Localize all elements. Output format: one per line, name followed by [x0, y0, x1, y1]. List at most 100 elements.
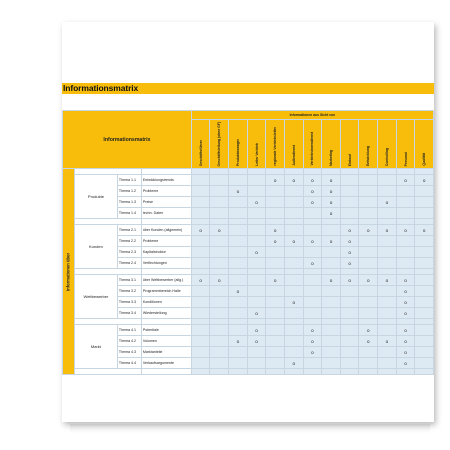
matrix-cell	[228, 346, 248, 358]
matrix-cell	[395, 257, 416, 269]
topic-id: Thema 3.1	[116, 274, 142, 286]
topic-name: Marktanteile	[140, 346, 192, 358]
matrix-cell	[321, 246, 341, 258]
matrix-cell	[358, 174, 379, 186]
matrix-mark: o	[302, 174, 323, 186]
topic-id: Thema 1.1	[116, 174, 142, 186]
matrix-cell	[358, 285, 379, 297]
table-row: Thema 1.3 Preise o o o o	[63, 196, 434, 208]
matrix-cell	[414, 246, 434, 258]
column-header: Marketing	[321, 119, 341, 169]
matrix-cell	[321, 324, 341, 336]
matrix-cell	[209, 324, 230, 336]
topic-id: Thema 1.3	[116, 196, 142, 208]
matrix-cell	[414, 207, 434, 219]
matrix-cell	[265, 324, 285, 336]
matrix-cell	[209, 346, 230, 358]
matrix-mark: o	[377, 274, 397, 286]
matrix-cell	[377, 307, 397, 319]
matrix-cell	[395, 185, 416, 197]
matrix-mark: o	[395, 357, 416, 369]
matrix-cell	[190, 174, 211, 186]
matrix-cell	[321, 335, 341, 347]
matrix-cell	[246, 174, 267, 186]
topic-id: Thema 3.4	[116, 307, 142, 319]
matrix-cell	[377, 235, 397, 247]
matrix-cell	[228, 235, 248, 247]
matrix-mark: o	[339, 274, 360, 286]
matrix-cell	[414, 307, 434, 319]
matrix-mark: o	[283, 174, 304, 186]
matrix-mark: o	[395, 285, 416, 297]
matrix-cell	[265, 368, 285, 375]
matrix-cell	[265, 196, 285, 208]
matrix-cell	[302, 296, 323, 308]
information-matrix-table: Informationsmatrix Informationen aus Sich…	[62, 110, 434, 375]
matrix-cell	[321, 307, 341, 319]
matrix-cell	[190, 285, 211, 297]
matrix-cell	[339, 207, 360, 219]
column-header: Außendienst	[283, 119, 304, 169]
matrix-mark: o	[246, 324, 267, 336]
topic-name: Volumen	[140, 335, 192, 347]
matrix-mark: o	[228, 285, 248, 297]
matrix-cell	[190, 235, 211, 247]
matrix-mark: o	[414, 224, 434, 236]
column-header-label: Geschäftsleitung (ohne GF)	[217, 121, 222, 166]
matrix-cell	[283, 185, 304, 197]
column-header-label: Außendienst	[291, 145, 296, 166]
column-header-label: regionale Vertriebsleiter	[273, 127, 278, 166]
column-header-label: Marketing	[329, 149, 333, 166]
matrix-cell	[302, 274, 323, 286]
matrix-cell	[414, 296, 434, 308]
matrix-cell	[339, 307, 360, 319]
column-header: Geschäftsführer	[190, 119, 211, 169]
matrix-cell	[414, 235, 434, 247]
matrix-cell	[395, 196, 416, 208]
matrix-cell	[358, 346, 379, 358]
topic-name: Wiederstellung	[140, 307, 192, 319]
matrix-mark: o	[358, 324, 379, 336]
matrix-cell	[377, 368, 397, 375]
matrix-cell	[377, 285, 397, 297]
matrix-cell	[283, 196, 304, 208]
matrix-cell	[209, 296, 230, 308]
column-header-label: Vertriebsinnendienst	[310, 132, 315, 166]
matrix-mark: o	[190, 224, 211, 236]
table-row: Thema 2.4 Verflechtungen o o	[63, 257, 434, 269]
matrix-cell	[209, 307, 230, 319]
column-header-label: Produktmanager	[235, 139, 240, 166]
matrix-cell	[190, 207, 211, 219]
matrix-mark: o	[265, 235, 285, 247]
column-header: Einkauf	[339, 119, 360, 169]
matrix-cell	[321, 224, 341, 236]
matrix-cell	[246, 224, 267, 236]
topic-name: Probleme	[140, 235, 192, 247]
matrix-mark: o	[321, 174, 341, 186]
table-row: Kunden Thema 2.1 über Kunden (allgemein) o o…	[63, 224, 434, 269]
matrix-mark: o	[246, 335, 267, 347]
matrix-cell	[377, 207, 397, 219]
topic-id: Thema 4.4	[116, 357, 142, 369]
matrix-mark: o	[339, 224, 360, 236]
column-header: Geschäftsleitung (ohne GF)	[209, 119, 230, 169]
matrix-cell	[283, 368, 304, 375]
matrix-mark: o	[395, 307, 416, 319]
document-title: Informationsmatrix	[63, 83, 139, 93]
title-bar: Informationsmatrix	[62, 83, 434, 94]
matrix-cell	[246, 357, 267, 369]
matrix-cell	[283, 246, 304, 258]
topic-name: Konditionen	[140, 296, 192, 308]
matrix-cell	[190, 196, 211, 208]
table-row: Thema 3.4 Wiederstellung o o	[63, 307, 434, 319]
matrix-cell	[190, 296, 211, 308]
group-label: Kunden	[73, 224, 118, 269]
topic-id: Thema 4.3	[116, 346, 142, 358]
matrix-mark: o	[377, 335, 397, 347]
topic-name: Potentiale	[140, 324, 192, 336]
matrix-mark: o	[302, 324, 323, 336]
matrix-mark: o	[321, 235, 341, 247]
topic-name: Entwicklungstrends	[140, 174, 192, 186]
matrix-cell	[209, 174, 230, 186]
matrix-cell	[302, 307, 323, 319]
